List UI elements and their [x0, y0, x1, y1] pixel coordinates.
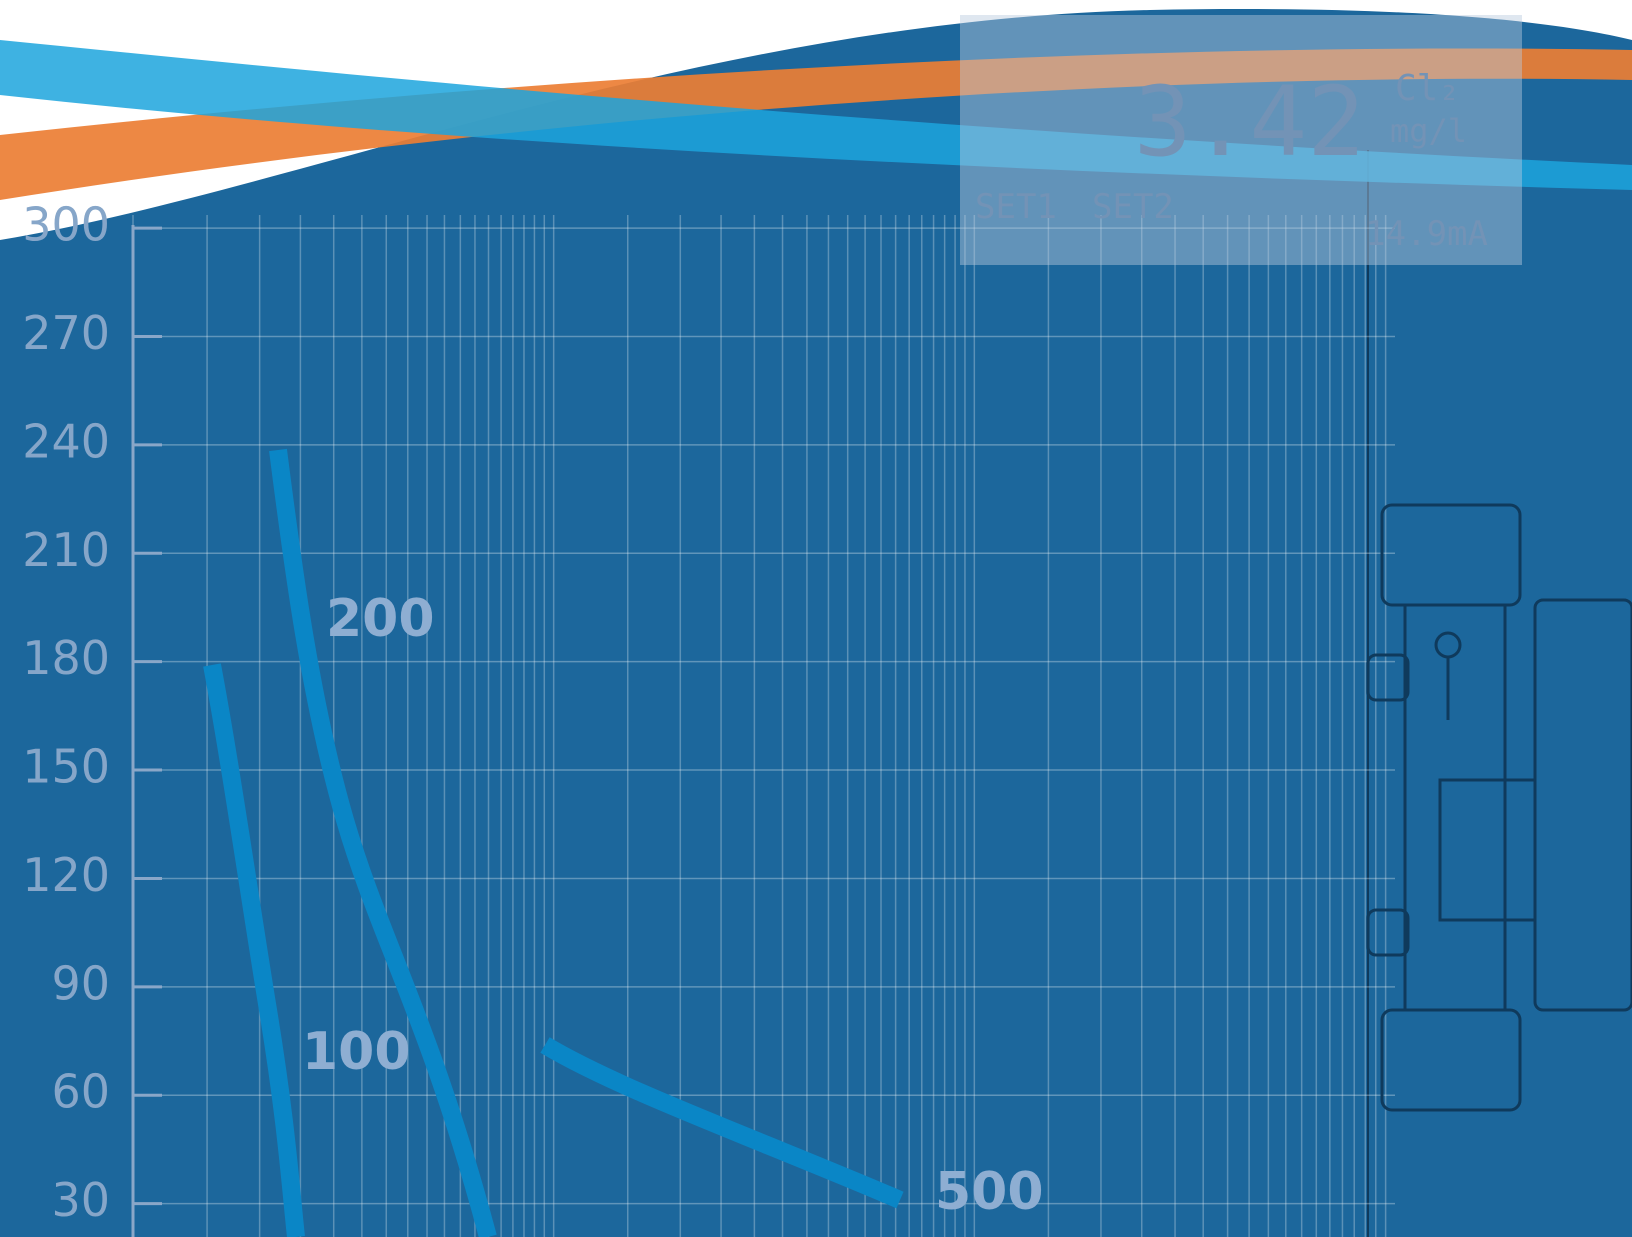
y-tick-label: 300: [22, 198, 110, 252]
pump-drawing: [1366, 503, 1632, 1112]
curve-label: 200: [326, 589, 435, 649]
lcd-reading: 3.42: [1134, 66, 1365, 178]
blue-ribbon: [0, 40, 1632, 190]
y-tick-label: 90: [51, 956, 110, 1010]
y-tick-label: 270: [22, 306, 110, 360]
curves: [203, 448, 904, 1237]
lcd-set2: SET2: [1092, 187, 1174, 227]
lcd-set1: SET1: [975, 187, 1057, 227]
curve-label: 100: [302, 1022, 411, 1082]
lcd-output: 14.9mA: [1365, 214, 1488, 254]
curve: [203, 663, 305, 1237]
curve: [269, 448, 497, 1237]
y-tick-label: 30: [51, 1173, 110, 1227]
lcd-unit: mg/l: [1390, 112, 1467, 150]
y-tick-label: 210: [22, 523, 110, 577]
lcd-chemical: Cl₂: [1395, 68, 1460, 109]
y-tick-label: 180: [22, 631, 110, 685]
curve: [540, 1037, 904, 1209]
y-tick-label: 60: [51, 1065, 110, 1119]
y-tick-label: 150: [22, 740, 110, 794]
y-tick-label: 120: [22, 848, 110, 902]
blue-panel: [0, 9, 1632, 1237]
y-tick-label: 240: [22, 414, 110, 468]
ticks: 30 60 90 120 150 180 210 240 270 300: [22, 198, 162, 1227]
curve-label: 500: [935, 1162, 1044, 1222]
lcd-screen: [960, 15, 1522, 265]
